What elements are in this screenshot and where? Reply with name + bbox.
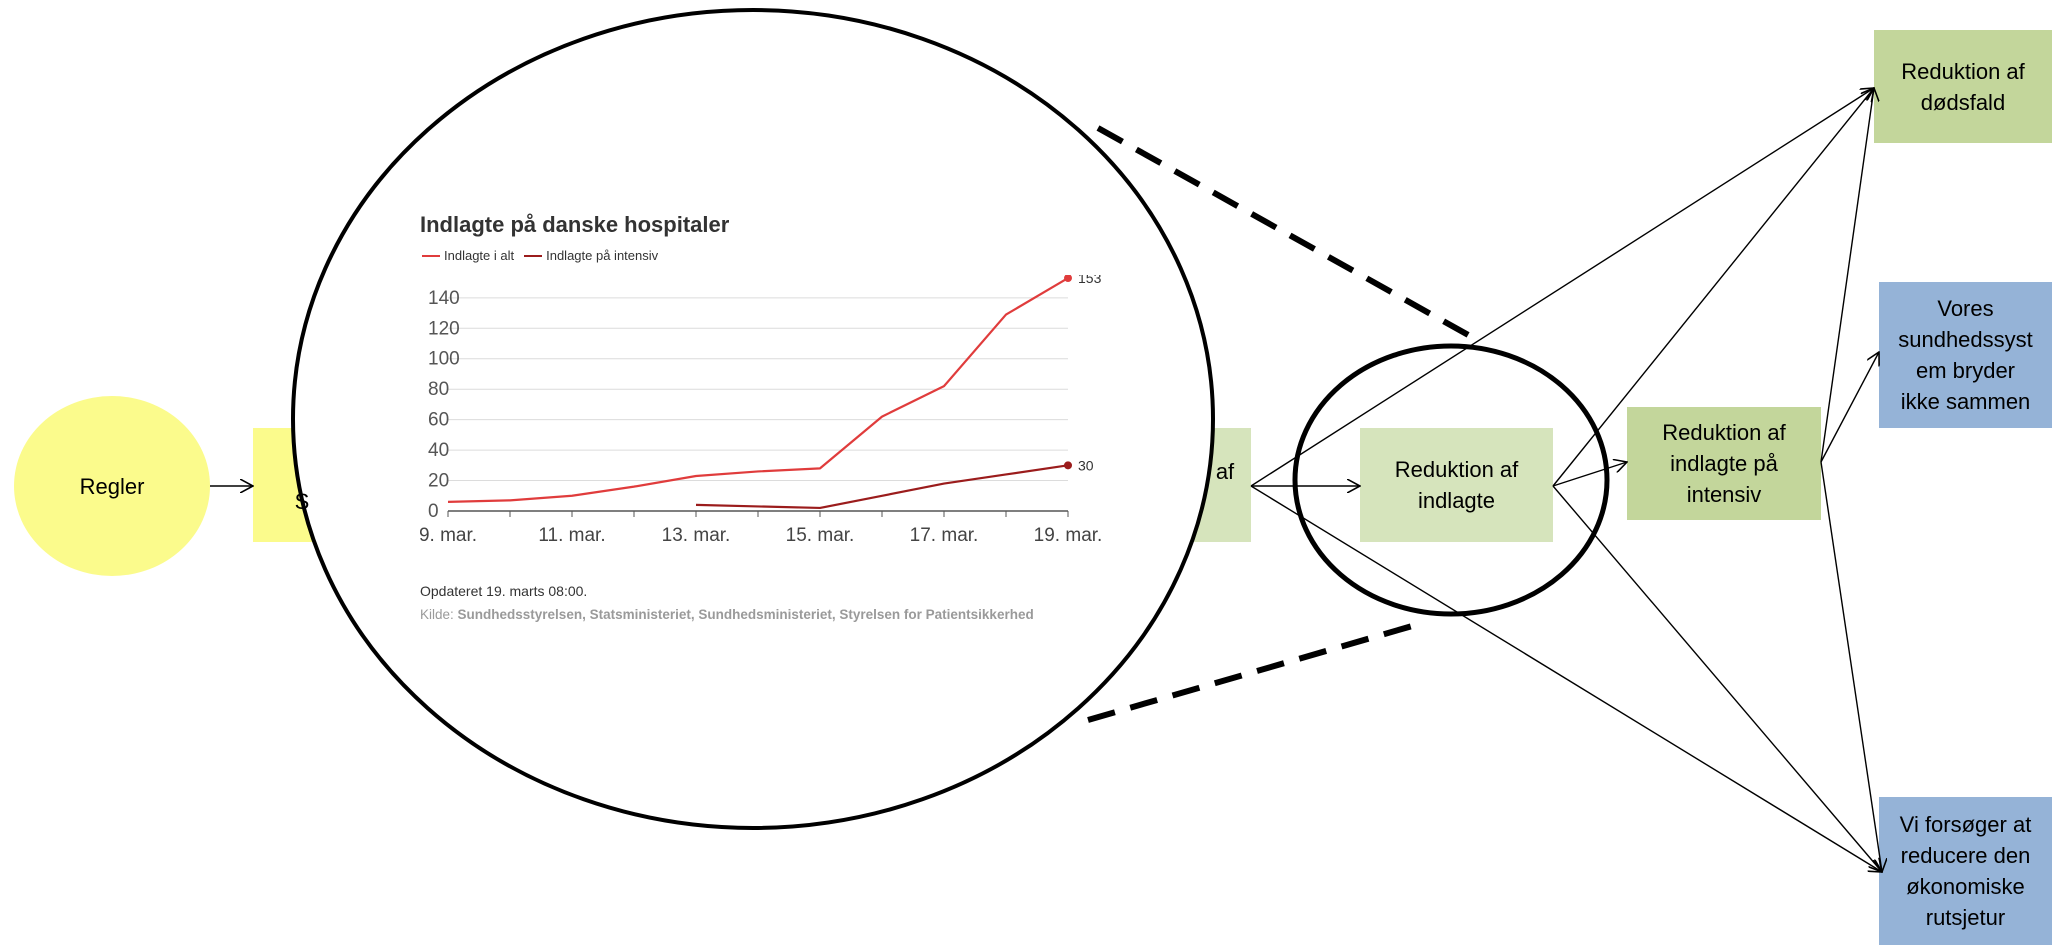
series-line [695, 464, 1069, 510]
x-tick-label: 15. mar. [786, 525, 855, 546]
y-tick-label: 120 [428, 318, 460, 339]
line-box-to-dodsfald [1250, 88, 1874, 487]
regler-label: Regler [79, 473, 145, 499]
legend-item-total: Indlagte i alt [422, 248, 514, 263]
y-tick-label: 20 [428, 471, 449, 492]
chart-title: Indlagte på danske hospitaler [420, 212, 730, 237]
chart-panel: Indlagte på danske hospitaler Indlagte i… [420, 205, 1120, 635]
line-box-to-okonomiske [1250, 485, 1882, 872]
legend-item-icu: Indlagte på intensiv [524, 248, 658, 263]
chart-updated: Opdateret 19. marts 08:00. [420, 583, 588, 599]
node-okonomiske-bg [1879, 797, 2052, 945]
magnifier-small [1292, 343, 1610, 617]
series-line [447, 277, 1069, 503]
arrow-indlagte-to-intensiv [1552, 462, 1627, 487]
legend-swatch-icu [524, 254, 543, 257]
y-tick-label: 0 [428, 501, 439, 522]
chart-source-text: Sundhedsstyrelsen, Statsministeriet, Sun… [457, 607, 1034, 622]
line-indlagte-to-dodsfald [1552, 88, 1874, 487]
legend-label-total: Indlagte i alt [444, 248, 515, 263]
line-chart: 0 20 40 60 80 100 120 140 9. mar. 11. mar. 13. mar… [420, 275, 1103, 546]
node-reduktion-indlagte: Reduktion af indlagte [1394, 457, 1519, 513]
partial-yellow-label: S [294, 488, 310, 514]
node-reduktion-intensiv-bg [1627, 407, 1821, 520]
node-reduktion-intensiv: Reduktion af indlagte på intensiv [1662, 420, 1786, 507]
x-tick-label: 11. mar. [538, 525, 605, 546]
line-intensiv-to-okonomiske [1820, 461, 1882, 872]
series-end-label: 30 [1078, 457, 1094, 473]
node-dodsfald-bg [1874, 30, 2052, 143]
y-tick-label: 140 [428, 288, 460, 309]
y-tick-label: 100 [428, 349, 460, 370]
line-intensiv-to-sundhedssystem [1820, 352, 1879, 463]
x-tick-label: 19. mar. [1034, 525, 1103, 546]
y-tick-label: 40 [428, 440, 449, 461]
line-intensiv-to-dodsfald [1820, 88, 1874, 463]
series-end-point [1064, 461, 1072, 470]
y-tick-label: 80 [428, 379, 449, 400]
regler-circle [14, 396, 210, 576]
x-tick-label: 17. mar. [910, 525, 979, 546]
x-tick-label: 13. mar. [662, 525, 731, 546]
partial-green-label: af [1215, 458, 1235, 484]
node-okonomiske: Vi forsøger at reducere den økonomiske r… [1899, 812, 2032, 930]
zoom-dash-top [1096, 125, 1472, 339]
chart-legend: Indlagte i alt Indlagte på intensiv [422, 248, 668, 263]
series-end-label: 153 [1078, 275, 1102, 286]
y-tick-label: 60 [428, 410, 449, 431]
node-reduktion-dodsfald: Reduktion af dødsfald [1901, 58, 2025, 115]
node-reduktion-indlagte-bg [1360, 428, 1553, 542]
zoom-dash-bottom [1087, 619, 1427, 723]
chart-source: Kilde: Sundhedsstyrelsen, Statsministeri… [420, 607, 1034, 622]
legend-label-icu: Indlagte på intensiv [546, 248, 659, 263]
node-sundhedssystem: Vores sundhedssyst em bryder ikke sammen [1898, 296, 2033, 414]
series-end-point [1064, 275, 1072, 283]
x-tick-label: 9. mar. [420, 525, 477, 546]
chart-source-prefix: Kilde: [420, 607, 458, 622]
legend-swatch-total [422, 254, 440, 257]
line-indlagte-to-okonomiske [1552, 485, 1882, 872]
node-sundhedssystem-bg [1879, 282, 2052, 428]
